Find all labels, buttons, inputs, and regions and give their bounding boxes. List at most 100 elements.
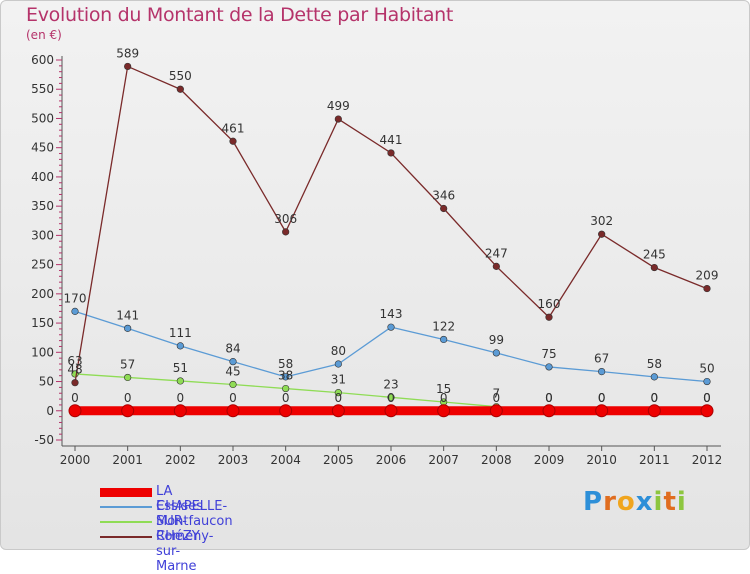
data-label: 38 xyxy=(278,369,293,383)
logo-letter: r xyxy=(603,487,617,517)
data-point xyxy=(68,404,82,418)
x-tick-label: 2009 xyxy=(534,453,565,467)
legend-label: Romeny-sur-Marne xyxy=(156,529,214,574)
data-label: 0 xyxy=(440,391,448,405)
y-tick-label: 300 xyxy=(31,228,54,242)
data-label: 245 xyxy=(643,248,666,262)
y-tick-label: 150 xyxy=(31,316,54,330)
logo-letter: P xyxy=(583,487,604,517)
x-tick-label: 2003 xyxy=(218,453,249,467)
data-label: 58 xyxy=(647,357,662,371)
data-label: 170 xyxy=(64,291,87,305)
data-point xyxy=(226,404,240,418)
y-tick-label: 200 xyxy=(31,287,54,301)
logo-letter: i xyxy=(653,487,664,517)
data-point xyxy=(71,307,79,315)
data-label: 346 xyxy=(432,188,455,202)
logo-letter: t xyxy=(663,487,677,517)
data-point xyxy=(176,377,184,385)
x-tick-label: 2002 xyxy=(165,453,196,467)
data-label: 48 xyxy=(67,363,82,377)
data-point xyxy=(124,62,132,71)
data-point xyxy=(282,228,290,236)
data-label: 441 xyxy=(380,133,403,147)
data-label: 84 xyxy=(225,342,240,356)
data-label: 0 xyxy=(651,391,659,405)
legend-swatch xyxy=(100,506,152,508)
data-point xyxy=(229,137,237,145)
data-label: 0 xyxy=(282,391,290,405)
legend-label: Essises xyxy=(156,499,203,514)
data-label: 141 xyxy=(116,308,139,322)
data-label: 51 xyxy=(173,361,188,375)
data-label: 0 xyxy=(387,391,395,405)
y-tick-label: 350 xyxy=(31,199,54,213)
data-label: 0 xyxy=(124,391,132,405)
chart-title: Evolution du Montant de la Dette par Hab… xyxy=(26,4,454,26)
data-point xyxy=(173,404,187,418)
data-label: 589 xyxy=(116,46,139,60)
x-tick-label: 2010 xyxy=(586,453,617,467)
data-label: 45 xyxy=(225,364,240,378)
x-tick-label: 2012 xyxy=(692,453,723,467)
data-point xyxy=(176,85,184,93)
x-tick-label: 2001 xyxy=(112,453,143,467)
data-point xyxy=(437,404,451,418)
chart-frame xyxy=(0,0,750,550)
data-label: 31 xyxy=(331,373,346,387)
data-point xyxy=(492,349,500,357)
data-label: 160 xyxy=(538,297,561,311)
data-point xyxy=(334,115,342,123)
data-point xyxy=(595,404,609,418)
y-tick-label: 550 xyxy=(31,82,54,96)
data-label: 550 xyxy=(169,69,192,83)
legend-label: Montfaucon xyxy=(156,514,233,529)
data-label: 63 xyxy=(67,354,82,368)
legend-swatch xyxy=(100,536,152,538)
data-point xyxy=(598,230,606,238)
data-label: 0 xyxy=(545,391,553,405)
data-label: 80 xyxy=(331,344,346,358)
data-point xyxy=(650,263,658,272)
data-point xyxy=(545,313,553,321)
x-tick-label: 2008 xyxy=(481,453,512,467)
data-point xyxy=(334,389,342,397)
x-tick-label: 2000 xyxy=(60,453,91,467)
y-tick-label: 100 xyxy=(31,345,54,359)
data-point xyxy=(282,373,290,381)
data-point xyxy=(650,373,658,381)
data-label: 122 xyxy=(432,319,455,333)
data-point xyxy=(387,323,395,331)
data-label: 0 xyxy=(598,391,606,405)
data-point xyxy=(384,404,398,418)
legend-swatch xyxy=(100,488,152,497)
data-point xyxy=(334,360,342,368)
x-tick-label: 2011 xyxy=(639,453,670,467)
data-label: 57 xyxy=(120,357,135,371)
logo-letter: i xyxy=(676,487,687,517)
data-point xyxy=(492,262,500,270)
y-tick-label: 400 xyxy=(31,170,54,184)
data-label: 0 xyxy=(229,391,237,405)
data-label: 0 xyxy=(651,391,659,405)
data-label: 58 xyxy=(278,357,293,371)
data-point xyxy=(703,284,711,293)
y-tick-label: 450 xyxy=(31,141,54,155)
series-line xyxy=(74,310,708,383)
x-tick-label: 2006 xyxy=(376,453,407,467)
data-point xyxy=(229,358,237,366)
data-point xyxy=(71,379,79,387)
data-label: 499 xyxy=(327,99,350,113)
data-point xyxy=(489,404,503,418)
data-label: 0 xyxy=(703,391,711,405)
data-point xyxy=(279,404,293,418)
data-label: 0 xyxy=(598,391,606,405)
data-label: 302 xyxy=(590,214,613,228)
y-tick-label: 0 xyxy=(46,404,54,418)
data-label: 143 xyxy=(380,307,403,321)
data-point xyxy=(703,377,711,386)
data-point xyxy=(440,204,448,213)
data-point xyxy=(121,404,135,418)
data-label: 75 xyxy=(541,347,556,361)
data-label: 306 xyxy=(274,212,297,226)
